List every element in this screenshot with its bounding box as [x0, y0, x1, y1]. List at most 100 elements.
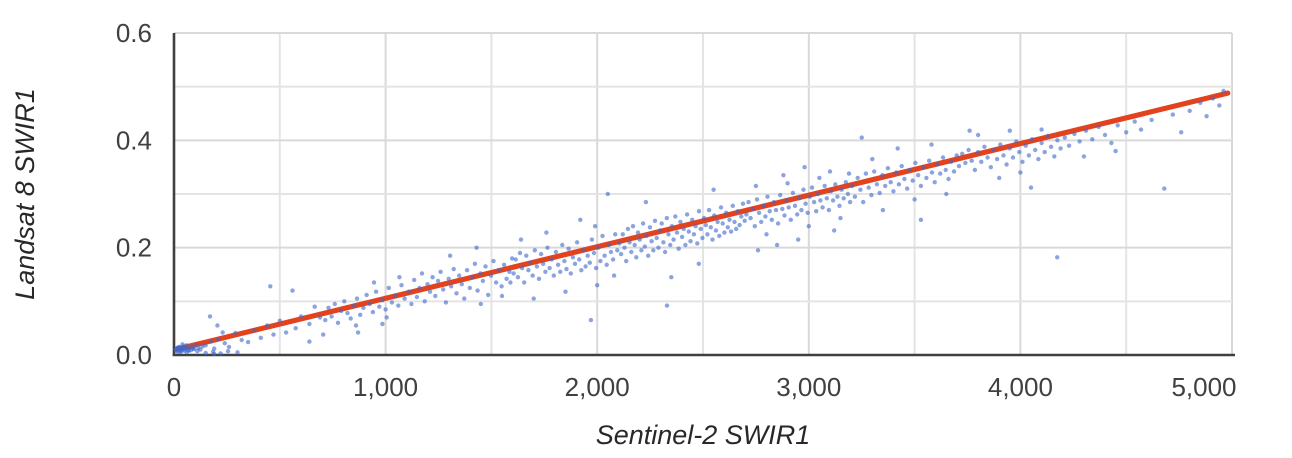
scatter-point: [896, 182, 902, 187]
scatter-point: [499, 293, 505, 299]
scatter-point: [406, 289, 412, 294]
scatter-point: [496, 268, 501, 273]
scatter-point: [1072, 131, 1077, 137]
scatter-point: [744, 212, 749, 217]
scatter-point: [290, 288, 295, 293]
scatter-point: [1045, 133, 1051, 139]
scatter-point: [781, 173, 786, 178]
scatter-point: [617, 241, 622, 246]
scatter-point: [866, 185, 871, 190]
scatter-point: [507, 269, 512, 274]
scatter-point: [1204, 114, 1209, 119]
scatter-point: [839, 187, 844, 192]
scatter-point: [809, 185, 815, 190]
scatter-point: [949, 159, 954, 164]
scatter-point: [517, 250, 523, 256]
scatter-point: [833, 182, 838, 187]
scatter-point: [1081, 154, 1087, 159]
y-tick-label: 0.2: [116, 233, 152, 263]
scatter-point: [705, 232, 710, 237]
scatter-point: [414, 294, 420, 300]
scatter-point: [574, 240, 580, 245]
scatter-point: [1096, 124, 1101, 130]
scatter-point: [826, 207, 832, 213]
scatter-point: [635, 230, 641, 235]
scatter-point: [969, 158, 974, 163]
scatter-point: [863, 171, 869, 176]
scatter-point: [921, 165, 926, 170]
scatter-point: [874, 182, 880, 187]
scatter-point: [907, 167, 913, 173]
scatter-point: [778, 192, 783, 198]
scatter-point: [1198, 100, 1203, 106]
scatter-point: [1113, 148, 1118, 154]
scatter-point: [639, 248, 644, 253]
scatter-point: [656, 245, 661, 250]
scatter-point: [383, 307, 388, 312]
scatter-point: [595, 283, 600, 288]
scatter-point: [215, 323, 220, 328]
scatter-point: [212, 346, 217, 351]
scatter-point: [581, 248, 586, 253]
scatter-point: [596, 245, 601, 250]
scatter-point: [780, 206, 785, 212]
scatter-point: [345, 310, 350, 316]
scatter-point: [1014, 139, 1019, 144]
scatter-point: [764, 232, 769, 237]
scatter-point: [1048, 144, 1054, 149]
scatter-point: [765, 194, 770, 199]
y-axis-title: Landsat 8 SWIR1: [10, 88, 40, 300]
scatter-point: [549, 257, 554, 262]
scatter-point: [679, 234, 685, 240]
scatter-point: [706, 207, 712, 213]
scatter-point: [649, 239, 654, 244]
axes-layer: [172, 33, 1235, 357]
scatter-point: [940, 155, 946, 160]
scatter-point: [944, 191, 949, 197]
scatter-point: [264, 323, 270, 328]
scatter-point: [972, 167, 978, 173]
scatter-point: [457, 273, 462, 278]
scatter-point: [392, 293, 398, 299]
scatter-point: [530, 273, 535, 278]
scatter-point: [239, 337, 244, 343]
scatter-point: [625, 226, 631, 232]
scatter-point: [640, 221, 646, 226]
scatter-point: [386, 285, 391, 291]
scatter-point: [943, 167, 948, 173]
scatter-point: [710, 237, 715, 242]
scatter-point: [788, 217, 793, 222]
scatter-point: [951, 169, 957, 174]
scatter-point: [985, 155, 990, 160]
y-tick-label: 0.0: [116, 340, 152, 370]
scatter-point: [634, 255, 639, 260]
scatter-point: [459, 282, 464, 287]
scatter-point: [737, 222, 742, 228]
scatter-point: [806, 224, 811, 229]
scatter-point: [235, 350, 240, 355]
scatter-point: [755, 248, 761, 253]
scatter-point: [624, 258, 629, 264]
scatter-point: [630, 224, 636, 229]
scatter-point: [508, 280, 513, 285]
scatter-point: [827, 169, 833, 174]
scatter-point: [723, 210, 729, 215]
scatter-point: [852, 194, 858, 199]
scatter-point: [895, 146, 900, 151]
scatter-point: [1149, 117, 1154, 123]
scatter-point: [541, 261, 546, 266]
scatter-point: [560, 242, 565, 248]
scatter-point: [1018, 170, 1023, 175]
scatter-point: [662, 249, 668, 255]
scatter-point: [843, 180, 848, 185]
scatter-point: [321, 332, 326, 337]
scatter-point: [802, 165, 807, 170]
scatter-point: [859, 135, 864, 140]
scatter-point: [1055, 255, 1060, 260]
scatter-point: [615, 248, 620, 253]
scatter-point: [1090, 137, 1095, 142]
scatter-point: [268, 284, 273, 289]
y-tick-label: 0.6: [116, 18, 152, 48]
scatter-point: [991, 147, 997, 153]
scatter-point: [870, 156, 875, 162]
